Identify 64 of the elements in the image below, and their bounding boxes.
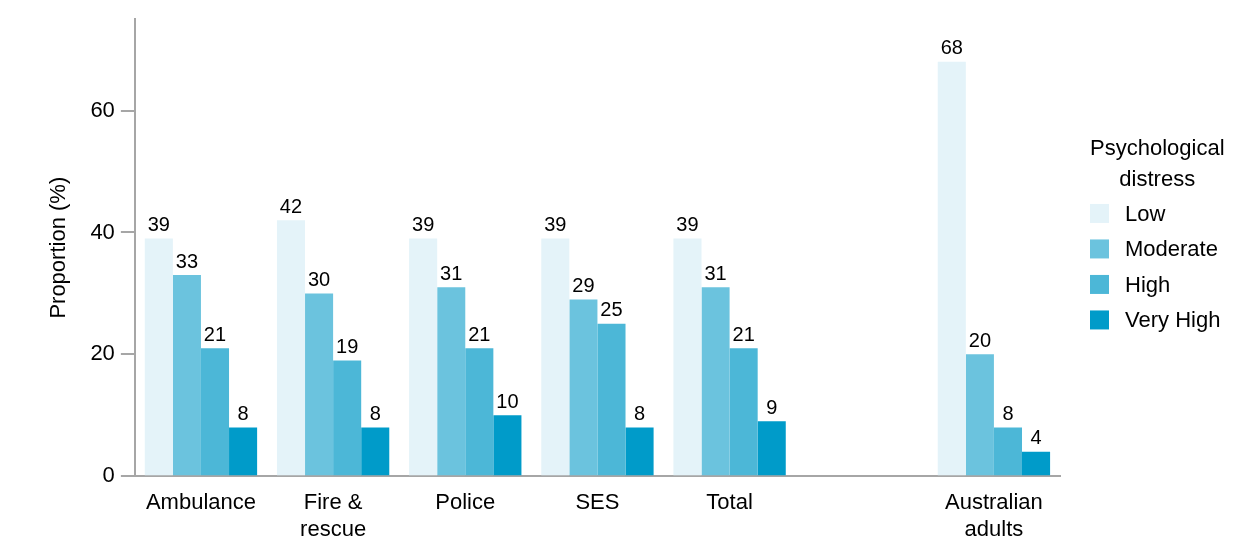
bar [361, 427, 390, 476]
data-label: 21 [203, 322, 227, 345]
y-tick-label: 0 [102, 462, 115, 488]
data-label: 42 [279, 194, 303, 217]
data-label: 20 [968, 328, 991, 351]
data-label: 39 [147, 213, 170, 236]
x-tick-label: Ambulance [145, 489, 256, 515]
legend-label: Low [1125, 200, 1166, 226]
bar [409, 238, 438, 476]
data-label: 8 [634, 401, 646, 424]
bar [673, 238, 702, 476]
data-label: 25 [600, 298, 623, 321]
bar [757, 421, 786, 476]
bar [333, 360, 362, 476]
bar [541, 238, 570, 476]
bar [276, 220, 306, 476]
x-tick-label: Fire & rescue [300, 489, 367, 541]
data-label: 21 [732, 322, 755, 345]
bar [993, 427, 1022, 476]
y-tick-label: 60 [90, 96, 115, 122]
x-tick-label: Total [706, 489, 753, 515]
x-tick-label: SES [575, 489, 620, 515]
data-label: 4 [1030, 426, 1042, 449]
bar [729, 348, 758, 476]
data-label: 39 [412, 213, 435, 236]
data-label: 29 [572, 274, 595, 297]
data-label: 31 [704, 261, 727, 284]
y-tick-label: 20 [90, 340, 115, 366]
bar [597, 323, 626, 476]
y-tick-label: 40 [90, 218, 115, 244]
bar [229, 427, 258, 476]
bar [625, 427, 654, 476]
bar [965, 354, 994, 476]
bar [701, 287, 730, 476]
data-label: 30 [307, 267, 331, 290]
legend-label: Moderate [1125, 236, 1218, 262]
legend-title: Psychological distress [1090, 135, 1225, 192]
bar [144, 238, 173, 476]
y-axis-title: Proportion (%) [45, 176, 71, 319]
bar [305, 293, 334, 476]
bar [1022, 451, 1051, 476]
data-label: 8 [1002, 401, 1014, 424]
bar [465, 348, 494, 476]
data-label: 19 [336, 334, 359, 357]
data-label: 39 [676, 213, 699, 236]
x-tick-label: Police [435, 489, 496, 515]
legend-label: Very High [1125, 307, 1221, 333]
data-label: 33 [175, 249, 199, 272]
bar [172, 275, 201, 476]
data-label: 8 [369, 401, 381, 424]
bar [200, 348, 230, 476]
data-label: 8 [237, 401, 249, 424]
x-tick-label: Australian adults [945, 489, 1043, 541]
bar [493, 415, 522, 476]
bar [437, 287, 466, 476]
bar [569, 299, 598, 476]
legend-label: High [1125, 271, 1171, 297]
data-label: 68 [940, 36, 963, 59]
data-label: 31 [440, 261, 463, 284]
data-label: 21 [468, 322, 491, 345]
data-label: 9 [766, 395, 778, 418]
data-label: 39 [544, 213, 567, 236]
bar [937, 61, 966, 476]
data-label: 10 [496, 389, 519, 412]
